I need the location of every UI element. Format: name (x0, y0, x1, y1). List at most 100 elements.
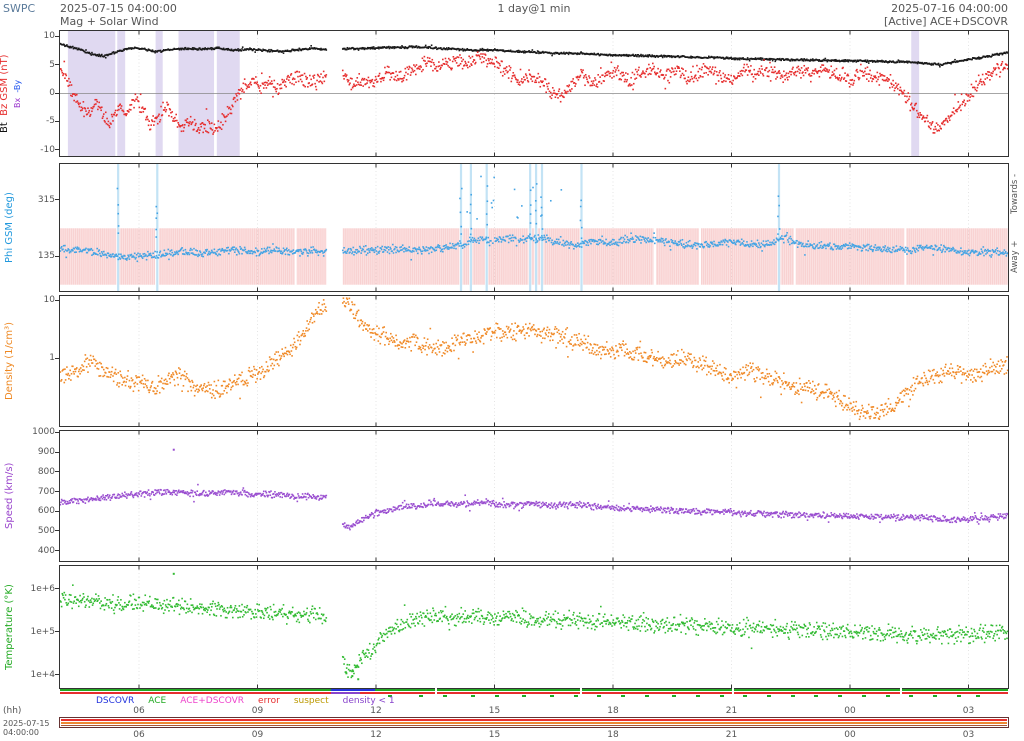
hour-label-bottom: 15 (488, 730, 501, 740)
y-tick-label: 10 (43, 295, 55, 306)
y-tick-label: 1e+6 (30, 583, 55, 594)
status-flag-segment (790, 695, 795, 697)
speed-y-axis-label: Speed (km/s) (4, 462, 15, 530)
hour-label-top: 00 (844, 706, 856, 716)
density-y-axis-label: Density (1/cm³) (4, 322, 15, 400)
plot-title: Mag + Solar Wind (60, 15, 159, 28)
hour-label-top: 06 (133, 706, 145, 716)
legend-item-ace: ACE (148, 696, 167, 706)
status-flag-segment (743, 695, 748, 697)
hour-label-top: 12 (370, 706, 382, 716)
legend-item-dscovr: DSCOVR (96, 696, 135, 706)
status-bar-gap (732, 688, 735, 695)
temperature-plot-canvas (60, 566, 1008, 688)
y-tick-label: 1e+4 (30, 669, 55, 680)
summary-bar-line (61, 719, 1007, 721)
legend-item-suspect: suspect (293, 696, 329, 706)
temperature-y-axis-label: Temperature (°K) (4, 584, 15, 670)
header-end-block: 2025-07-16 04:00:00 [Active] ACE+DSCOVR (884, 2, 1008, 28)
status-flag-segment (956, 695, 961, 697)
y-tick-label: 1000 (32, 427, 55, 438)
hour-axis-unit-label: (hh) (3, 706, 22, 716)
status-bar-segment (330, 689, 375, 691)
legend-item-density-1: density < 1 (342, 696, 395, 706)
hour-label-top: 18 (607, 706, 619, 716)
status-flag-segment (719, 695, 724, 697)
panel-phi (59, 163, 1009, 292)
bt-series-label: Bt (0, 122, 10, 133)
bottom-start-time: 04:00:00 (3, 728, 39, 737)
hour-label-bottom: 06 (133, 730, 145, 740)
status-flag-segment (549, 695, 554, 697)
panel-density (59, 295, 1009, 427)
panel-temperature (59, 565, 1009, 689)
resolution-label: 1 day@1 min (497, 2, 571, 15)
status-flag-segment (695, 695, 700, 697)
mag-y-axis-label: Bt Bz GSM (nT) (0, 30, 13, 157)
speed-plot-canvas (60, 431, 1008, 561)
y-tick-label: 900 (37, 447, 55, 458)
hour-label-top: 21 (725, 706, 738, 716)
status-flag-segment (838, 695, 843, 697)
y-tick-label: 600 (37, 506, 55, 517)
status-flag-segment (976, 695, 981, 697)
status-flag-segment (672, 695, 677, 697)
status-flag-segment (419, 695, 424, 697)
status-bar-gap (580, 688, 583, 695)
hour-label-top: 09 (251, 706, 264, 716)
agency-label: SWPC (3, 2, 36, 15)
status-flag-segment (443, 695, 448, 697)
legend-item-ace-dscovr: ACE+DSCOVR (180, 696, 245, 706)
mag-plot-canvas (60, 31, 1008, 156)
y-tick-label: 800 (37, 466, 55, 477)
hour-label-bottom: 00 (844, 730, 856, 740)
y-tick-label: 500 (37, 525, 55, 536)
y-tick-label: 1e+5 (30, 626, 55, 637)
summary-bar-line (61, 722, 1007, 724)
y-tick-label: 315 (37, 194, 55, 205)
away-sector-label: Away + (1010, 240, 1020, 274)
hour-label-top: 15 (488, 706, 501, 716)
status-bar-gap (435, 688, 438, 695)
status-flag-segment (932, 695, 937, 697)
density-plot-canvas (60, 296, 1008, 426)
phi-plot-canvas (60, 164, 1008, 291)
hour-label-top: 03 (962, 706, 975, 716)
status-flag-segment (814, 695, 819, 697)
status-flag-segment (767, 695, 772, 697)
header-start-block: 2025-07-15 04:00:00 Mag + Solar Wind (60, 2, 177, 28)
status-bar-segment (60, 692, 1008, 694)
status-flag-segment (644, 695, 649, 697)
y-tick-label: 1 (49, 353, 55, 364)
hour-label-bottom: 21 (725, 730, 738, 740)
source-status-label: [Active] ACE+DSCOVR (883, 15, 1008, 28)
status-flag-segment (522, 695, 527, 697)
status-bar-segment (331, 692, 361, 694)
hour-label-bottom: 09 (251, 730, 264, 740)
status-flag-segment (885, 695, 890, 697)
summary-bar-line (61, 725, 1007, 726)
timeline-summary-bar (59, 717, 1009, 728)
status-flag-segment (909, 695, 914, 697)
status-bar-segment (60, 689, 1008, 691)
status-flag-segment (494, 695, 499, 697)
y-tick-label: 135 (37, 251, 55, 261)
start-datetime-label: 2025-07-15 04:00:00 (60, 2, 177, 15)
data-source-legend: DSCOVR ACE ACE+DSCOVR error suspect density <… (96, 696, 409, 706)
by-series-label: -By (13, 79, 22, 93)
bottom-start-date: 2025-07-15 (3, 719, 50, 728)
mag-y-axis-sublabel: Bx -By (13, 30, 27, 157)
bx-series-label: Bx (13, 97, 22, 108)
status-flag-segment (573, 695, 578, 697)
panel-mag (59, 30, 1009, 157)
bz-series-label: Bz GSM (nT) (0, 54, 10, 116)
hour-label-bottom: 12 (370, 730, 382, 740)
legend-item-error: error (258, 696, 280, 706)
status-flag-segment (470, 695, 475, 697)
towards-sector-label: Towards - (1010, 173, 1020, 215)
hour-label-bottom: 03 (962, 730, 975, 740)
panel-speed (59, 430, 1009, 562)
y-tick-label: 700 (37, 486, 55, 497)
status-flag-segment (861, 695, 866, 697)
